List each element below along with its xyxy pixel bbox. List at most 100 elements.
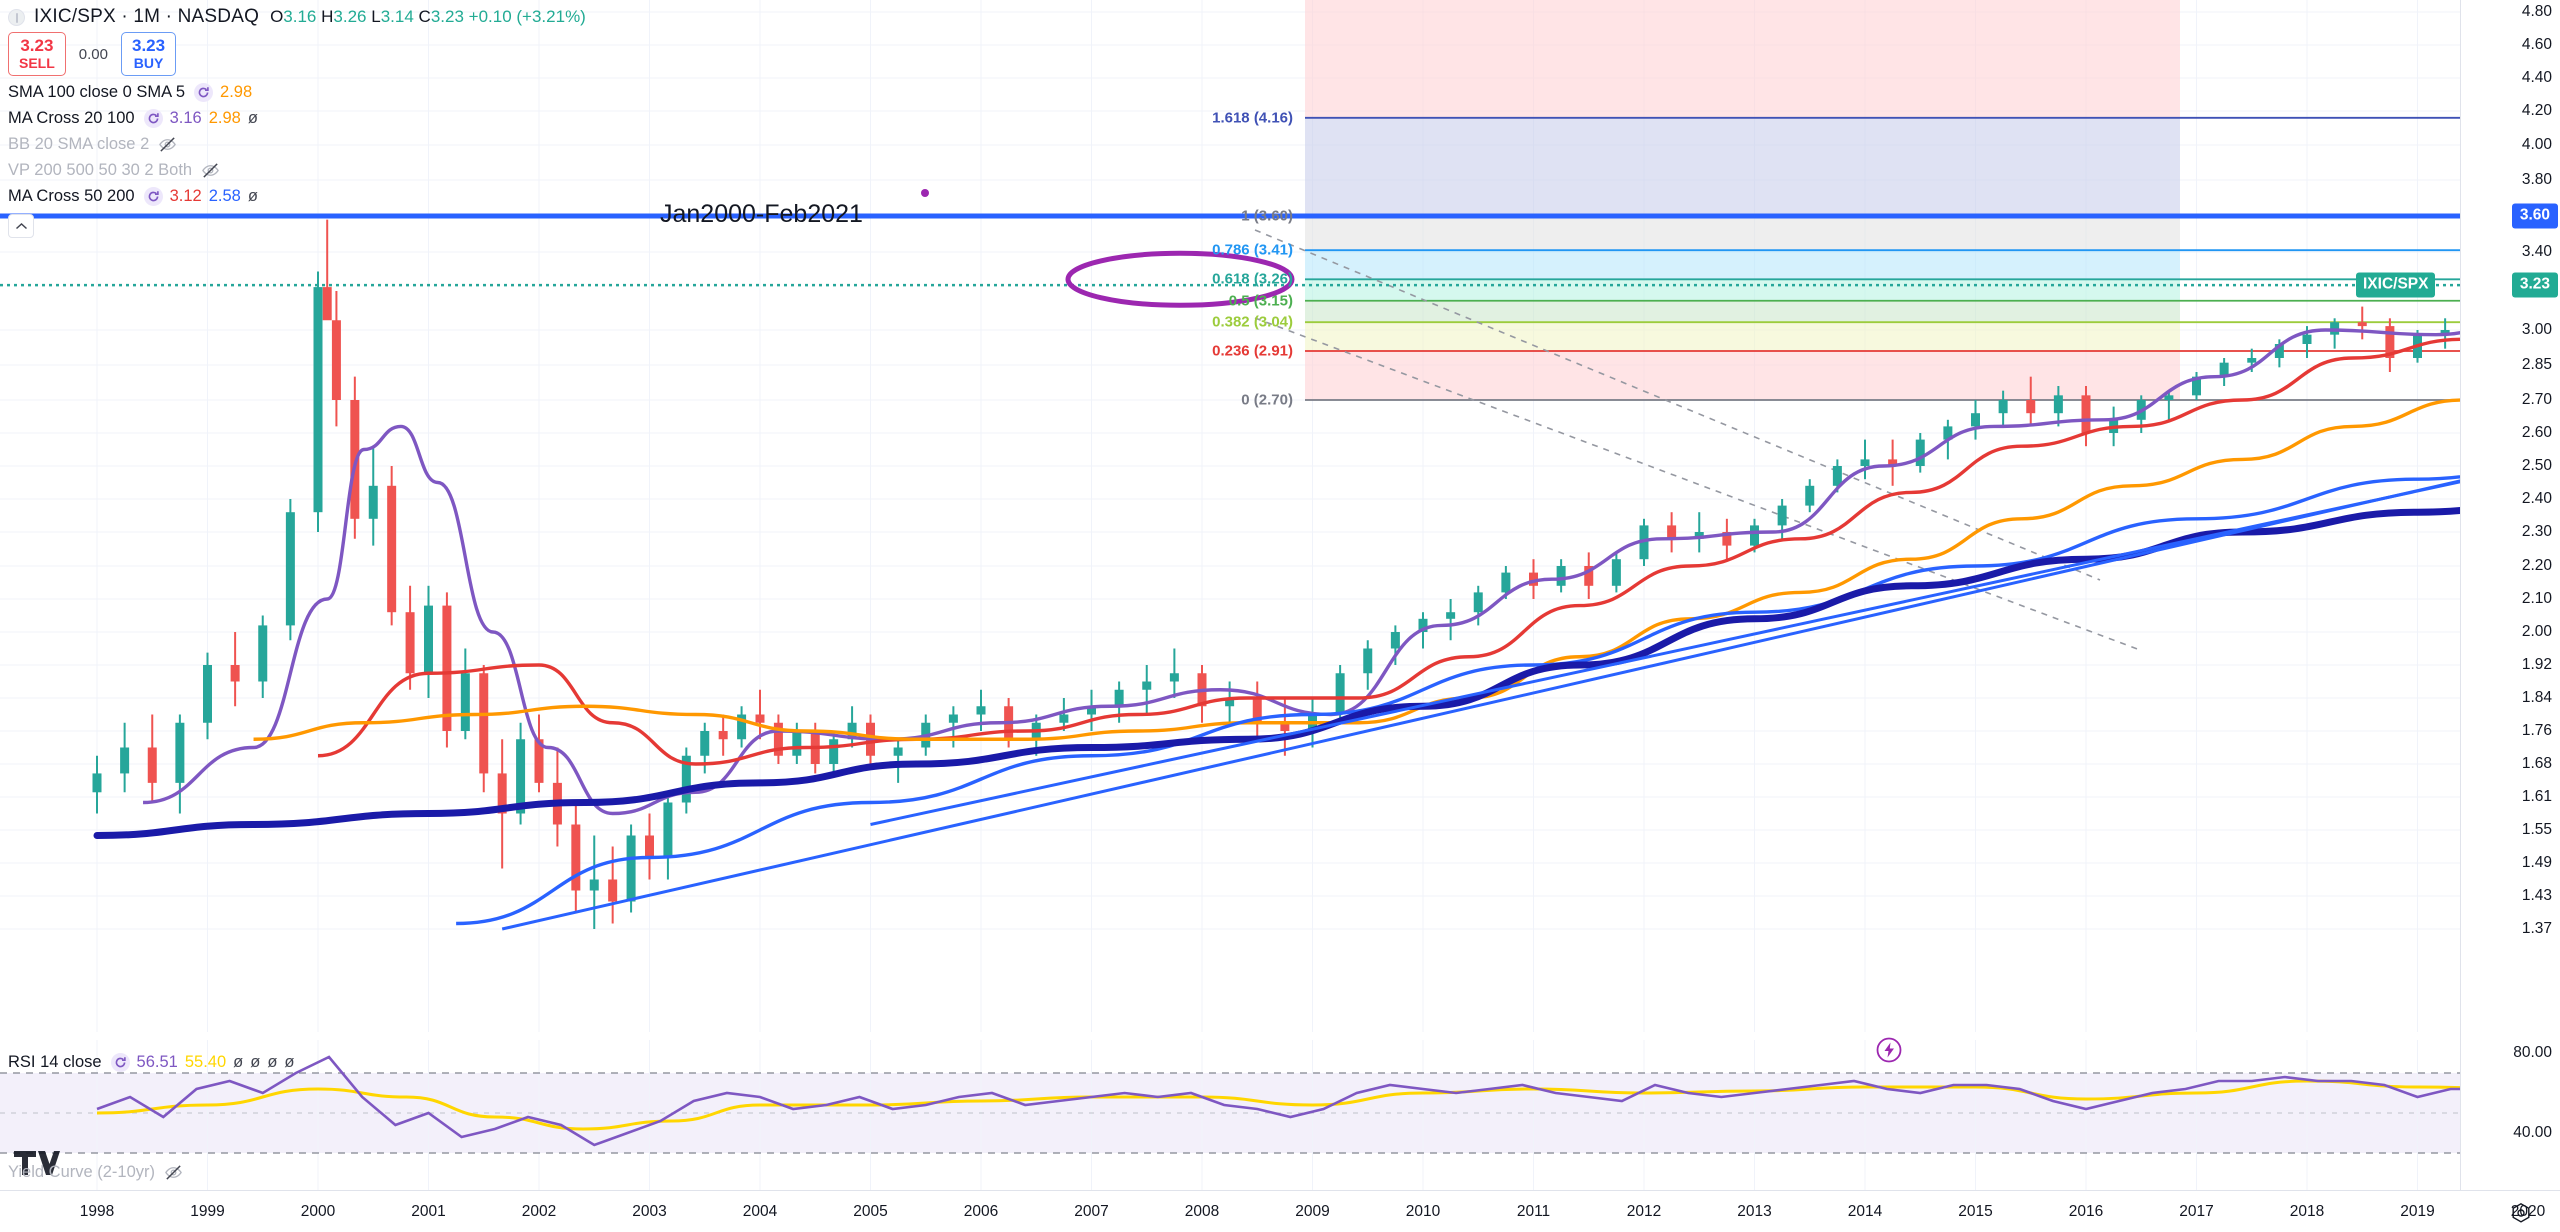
refresh-icon[interactable] bbox=[143, 186, 163, 206]
rising-resistance-line[interactable] bbox=[870, 314, 2461, 826]
time-axis-tick-2012: 2012 bbox=[1626, 1203, 1662, 1220]
price-axis-tick-18: 1.84 bbox=[2521, 689, 2552, 706]
price-axis-tick-5: 3.80 bbox=[2521, 171, 2552, 188]
candle-body bbox=[175, 722, 185, 783]
indicator-name[interactable]: VP 200 500 50 30 2 Both bbox=[8, 160, 193, 179]
indicator-row-2[interactable]: BB 20 SMA close 2 bbox=[8, 131, 586, 157]
buy-button[interactable]: 3.23 BUY bbox=[120, 31, 177, 77]
legend-symbol-row[interactable]: IXIC/SPX · 1M · NASDAQ O3.16 H3.26 L3.14… bbox=[8, 4, 586, 30]
price-pane[interactable] bbox=[0, 0, 2460, 1032]
price-axis-tick-13: 2.30 bbox=[2521, 523, 2552, 540]
ohlc-open-value: 3.16 bbox=[283, 7, 317, 26]
candle-body bbox=[479, 673, 489, 774]
candle-body bbox=[700, 731, 710, 756]
ohlc-close-value: 3.23 bbox=[430, 7, 464, 26]
time-axis-tick-2002: 2002 bbox=[521, 1203, 557, 1220]
rsi-pane[interactable] bbox=[0, 1040, 2460, 1190]
indicator-name[interactable]: MA Cross 50 200 bbox=[8, 186, 135, 205]
fib-label-1-618[interactable]: 1.618 (4.16) bbox=[1212, 109, 1293, 127]
candle-body bbox=[1059, 714, 1069, 723]
indicator-name[interactable]: MA Cross 20 100 bbox=[8, 108, 135, 127]
ma-200-line[interactable] bbox=[456, 272, 2460, 926]
sell-button[interactable]: 3.23 SELL bbox=[8, 31, 66, 77]
candle-body bbox=[424, 605, 433, 674]
candle-body bbox=[2385, 326, 2395, 358]
price-axis[interactable]: 4.80 4.60 4.40 4.20 4.00 3.80 3.40 3.00 2.85 2.70… bbox=[2460, 0, 2560, 1221]
ohlc-low-label: L bbox=[371, 7, 381, 26]
rsi-alert-lightning-icon[interactable] bbox=[1876, 1037, 1902, 1063]
fib-label-0-236[interactable]: 0.236 (2.91) bbox=[1212, 342, 1293, 360]
candle-body bbox=[313, 287, 323, 513]
time-axis-settings-icon[interactable] bbox=[2510, 1202, 2532, 1224]
sell-label: SELL bbox=[19, 55, 55, 72]
price-axis-tick-10: 2.60 bbox=[2521, 424, 2552, 441]
candle-body bbox=[147, 747, 157, 783]
fib-label-0-618[interactable]: 0.618 (3.26) bbox=[1212, 270, 1293, 288]
ma-50-line[interactable] bbox=[317, 283, 2460, 766]
chart-text-annotation[interactable]: Jan2000-Feb2021 bbox=[660, 200, 863, 228]
current-price-badge[interactable]: 3.23 bbox=[2511, 272, 2558, 298]
candle-body bbox=[663, 802, 673, 858]
candle-body bbox=[516, 739, 526, 814]
fib-label-0[interactable]: 0 (2.70) bbox=[1241, 391, 1293, 409]
annotation-dot bbox=[921, 189, 929, 197]
candle-body bbox=[2192, 376, 2201, 396]
legend-collapse-button[interactable] bbox=[8, 214, 34, 238]
eye-off-icon[interactable] bbox=[164, 1163, 183, 1182]
rsi-legend[interactable]: RSI 14 close 56.51 55.40 ø ø ø ø bbox=[8, 1050, 295, 1074]
price-axis-tick-16: 2.00 bbox=[2521, 623, 2552, 640]
fib-label-0-5[interactable]: 0.5 (3.15) bbox=[1228, 292, 1293, 310]
candle-body bbox=[230, 665, 240, 682]
time-axis-tick-2001: 2001 bbox=[411, 1203, 446, 1220]
refresh-icon[interactable] bbox=[110, 1052, 130, 1072]
ma-20-line[interactable] bbox=[143, 245, 2460, 816]
order-panel[interactable]: 3.23 SELL 0.00 3.23 BUY bbox=[8, 31, 586, 77]
candle-body bbox=[442, 605, 452, 731]
time-axis-tick-2010: 2010 bbox=[1405, 1203, 1441, 1220]
indicator-row-1[interactable]: MA Cross 20 100 3.16 2.98 ø bbox=[8, 105, 586, 131]
sell-price: 3.23 bbox=[20, 35, 54, 55]
time-axis-tick-2008: 2008 bbox=[1184, 1203, 1220, 1220]
yield-curve-legend[interactable]: Yield Curve (2-10yr) bbox=[8, 1160, 183, 1184]
fib-label-0-382[interactable]: 0.382 (3.04) bbox=[1212, 313, 1293, 331]
fib-label-1[interactable]: 1 (3.60) bbox=[1241, 207, 1293, 225]
eye-off-icon[interactable] bbox=[158, 135, 177, 154]
indicator-row-0[interactable]: SMA 100 close 0 SMA 5 2.98 bbox=[8, 79, 586, 105]
candle-body bbox=[92, 773, 102, 793]
time-axis-tick-2011: 2011 bbox=[1516, 1203, 1551, 1220]
rsi-legend-value-0: 56.51 bbox=[136, 1052, 178, 1071]
symbol-title[interactable]: IXIC/SPX · 1M · NASDAQ bbox=[34, 6, 260, 27]
candle-body bbox=[571, 824, 581, 891]
symbol-placeholder-icon bbox=[8, 8, 25, 26]
price-axis-tick-8: 2.85 bbox=[2521, 356, 2552, 373]
indicator-row-3[interactable]: VP 200 500 50 30 2 Both bbox=[8, 157, 586, 183]
candle-body bbox=[534, 739, 544, 783]
time-axis[interactable]: 1998 1999 2000 2001 2002 2003 2004 2005 2006 2007… bbox=[0, 1190, 2560, 1232]
indicator-name[interactable]: BB 20 SMA close 2 bbox=[8, 134, 150, 153]
candle-body bbox=[1611, 559, 1621, 586]
fibonacci-bands bbox=[1305, 0, 2180, 400]
rsi-line[interactable] bbox=[96, 1055, 2460, 1153]
candle-body bbox=[497, 773, 507, 814]
indicator-value-2: ø bbox=[247, 186, 258, 205]
yield-curve-legend-name[interactable]: Yield Curve (2-10yr) bbox=[8, 1162, 156, 1181]
resistance-price-badge[interactable]: 3.60 bbox=[2511, 203, 2558, 229]
dashed-trend-lines[interactable] bbox=[1254, 229, 2141, 651]
eye-off-icon[interactable] bbox=[201, 161, 220, 180]
indicator-name[interactable]: SMA 100 close 0 SMA 5 bbox=[8, 82, 186, 101]
tradingview-logo[interactable] bbox=[14, 1148, 60, 1178]
price-axis-tick-1: 4.60 bbox=[2521, 36, 2552, 53]
refresh-icon[interactable] bbox=[194, 82, 214, 102]
ma-100-line[interactable] bbox=[253, 318, 2460, 741]
navy-trend-line[interactable] bbox=[93, 433, 2460, 839]
candle-body bbox=[1114, 689, 1124, 707]
fib-label-0-786[interactable]: 0.786 (3.41) bbox=[1212, 241, 1293, 259]
rsi-legend-name[interactable]: RSI 14 close bbox=[8, 1052, 102, 1071]
candle-body bbox=[1280, 722, 1290, 731]
refresh-icon[interactable] bbox=[143, 108, 163, 128]
chart-canvas[interactable] bbox=[0, 0, 2460, 1190]
indicator-row-4[interactable]: MA Cross 50 200 3.12 2.58 ø bbox=[8, 183, 586, 209]
price-axis-tick-21: 1.61 bbox=[2521, 788, 2552, 805]
rising-support-line[interactable] bbox=[501, 212, 2460, 931]
price-axis-tick-24: 1.43 bbox=[2521, 887, 2552, 904]
